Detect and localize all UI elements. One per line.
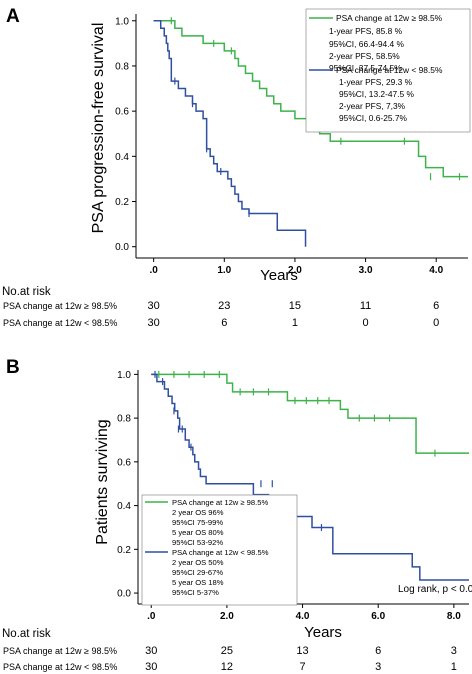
y-tick-label: 0.6 bbox=[117, 457, 131, 468]
panel-a-plot-area: 0.0 0.2 0.4 0.6 0.8 1.0 .0 1.0 2.0 3.0 4.0 bbox=[115, 14, 468, 276]
y-tick-label: 0.8 bbox=[115, 61, 129, 72]
panel-b-legend-entry-blue: PSA change at 12w < 98.5% 2 year OS 50% … bbox=[145, 548, 269, 597]
legend-text: 95%CI 75-99% bbox=[172, 518, 223, 527]
y-tick-label: 1.0 bbox=[115, 16, 129, 27]
legend-text: 2 year OS 50% bbox=[172, 558, 224, 567]
legend-text: 95%CI, 37.5-74.5% bbox=[329, 63, 402, 73]
log-rank-annotation: Log rank, p < 0.001 bbox=[398, 584, 472, 595]
risk-value: 30 bbox=[145, 661, 157, 673]
risk-table-title: No.at risk bbox=[2, 628, 51, 640]
x-tick-label: .0 bbox=[149, 265, 158, 276]
risk-row-label: PSA change at 12w ≥ 98.5% bbox=[3, 646, 117, 656]
panel-b: B Patients surviving 0.0 0.2 0.4 0.6 0.8 1.0.… bbox=[2, 357, 472, 673]
legend-text: 95%CI, 13.2-47.5 % bbox=[339, 89, 415, 99]
risk-value: 1 bbox=[292, 317, 298, 329]
risk-value: 11 bbox=[360, 300, 371, 312]
x-tick-label: 4.0 bbox=[429, 265, 443, 276]
risk-value: 13 bbox=[296, 645, 308, 657]
y-tick-label: 0.2 bbox=[117, 545, 131, 556]
legend-text: 95%CI, 66.4-94.4 % bbox=[329, 39, 405, 49]
legend-text: 2 year OS 96% bbox=[172, 508, 224, 517]
legend-text: 95%CI 5-37% bbox=[172, 588, 219, 597]
y-tick-label: 1.0 bbox=[117, 370, 131, 381]
risk-value: 0 bbox=[433, 317, 439, 329]
legend-series-name: PSA change at 12w ≥ 98.5% bbox=[336, 13, 443, 23]
risk-value: 12 bbox=[221, 661, 233, 673]
panel-a-risk-table: No.at risk PSA change at 12w ≥ 98.5% PSA… bbox=[2, 286, 439, 329]
panel-b-legend-box bbox=[141, 494, 298, 606]
x-tick-label: 4.0 bbox=[296, 611, 310, 622]
risk-value: 25 bbox=[221, 645, 233, 657]
risk-values: 30 25 13 6 3 30 12 7 3 1 bbox=[145, 645, 457, 673]
risk-value: 6 bbox=[375, 645, 381, 657]
risk-value: 30 bbox=[148, 317, 160, 329]
risk-value: 7 bbox=[299, 661, 305, 673]
legend-series-name: PSA change at 12w < 98.5% bbox=[336, 65, 443, 75]
legend-text: 95%CI 53-92% bbox=[172, 538, 223, 547]
panel-a-x-axis-label: Years bbox=[260, 267, 298, 284]
legend-text: 95%CI 29-67% bbox=[172, 568, 223, 577]
risk-value: 6 bbox=[221, 317, 227, 329]
y-tick-label: 0.2 bbox=[115, 197, 129, 208]
risk-values: 30 23 15 11 6 30 6 1 0 0 bbox=[148, 300, 440, 329]
legend-text: 5 year OS 18% bbox=[172, 578, 224, 587]
risk-table-title: No.at risk bbox=[2, 286, 51, 298]
panel-b-risk-table: No.at risk PSA change at 12w ≥ 98.5% PSA… bbox=[2, 628, 457, 673]
y-tick-label: 0.6 bbox=[115, 107, 129, 118]
risk-row-label: PSA change at 12w ≥ 98.5% bbox=[3, 301, 117, 311]
risk-value: 30 bbox=[145, 645, 157, 657]
risk-value: 3 bbox=[451, 645, 457, 657]
panel-a-legend-box bbox=[305, 8, 471, 133]
panel-a-y-axis-label: PSA progression-free survival bbox=[90, 23, 107, 234]
x-tick-label: .0 bbox=[147, 611, 156, 622]
risk-value: 3 bbox=[375, 661, 381, 673]
x-tick-label: 8.0 bbox=[447, 611, 461, 622]
y-tick-label: 0.4 bbox=[117, 501, 131, 512]
legend-series-name: PSA change at 12w ≥ 98.5% bbox=[172, 498, 268, 507]
x-tick-label: 2.0 bbox=[288, 265, 302, 276]
legend-text: 95%CI, 0.6-25.7% bbox=[339, 113, 408, 123]
y-tick-label: 0.4 bbox=[115, 152, 129, 163]
panel-b-x-axis-label: Years bbox=[304, 624, 342, 641]
y-tick-label: 0.0 bbox=[117, 589, 131, 600]
panel-a-label: A bbox=[6, 6, 20, 27]
legend-series-name: PSA change at 12w < 98.5% bbox=[172, 548, 269, 557]
risk-row-label: PSA change at 12w < 98.5% bbox=[3, 662, 117, 672]
legend-text: 5 year OS 80% bbox=[172, 528, 224, 537]
panel-a: A PSA progression-free survival 0.00.20.… bbox=[2, 6, 471, 329]
x-tick-label: 3.0 bbox=[359, 265, 373, 276]
legend-text: 1-year PFS, 85.8 % bbox=[329, 26, 403, 36]
x-tick-label: 6.0 bbox=[371, 611, 385, 622]
x-tick-label: 2.0 bbox=[220, 611, 234, 622]
panel-a-legend-entry-green: PSA change at 12w ≥ 98.5% 1-year PFS, 85… bbox=[309, 13, 443, 73]
panel-b-legend-entry-green: PSA change at 12w ≥ 98.5% 2 year OS 96% … bbox=[145, 498, 268, 547]
panel-b-y-axis-label: Patients surviving bbox=[94, 419, 111, 544]
y-tick-label: 0.8 bbox=[117, 414, 131, 425]
risk-value: 15 bbox=[289, 300, 301, 312]
risk-value: 0 bbox=[363, 317, 369, 329]
survival-curve-blue bbox=[151, 373, 469, 581]
panel-b-label: B bbox=[6, 357, 20, 378]
risk-value: 1 bbox=[451, 661, 457, 673]
legend-text: 1-year PFS, 29.3 % bbox=[339, 77, 413, 87]
risk-row-label: PSA change at 12w < 98.5% bbox=[3, 318, 117, 328]
legend-text: 2-year PFS, 7,3% bbox=[339, 101, 406, 111]
legend-text: 2-year PFS, 58.5% bbox=[329, 51, 400, 61]
risk-value: 23 bbox=[218, 300, 230, 312]
survival-curve-green bbox=[151, 373, 469, 454]
risk-value: 6 bbox=[433, 300, 439, 312]
risk-value: 30 bbox=[148, 300, 160, 312]
x-tick-label: 1.0 bbox=[217, 265, 231, 276]
panel-a-legend-entry-blue: PSA change at 12w < 98.5% 1-year PFS, 29… bbox=[309, 65, 443, 123]
y-tick-label: 0.0 bbox=[115, 242, 129, 253]
survival-curve-blue bbox=[153, 20, 307, 247]
panel-b-plot-area: 0.0 0.2 0.4 0.6 0.8 1.0 .0 2.0 4.0 6.0 8.0 bbox=[117, 370, 469, 622]
